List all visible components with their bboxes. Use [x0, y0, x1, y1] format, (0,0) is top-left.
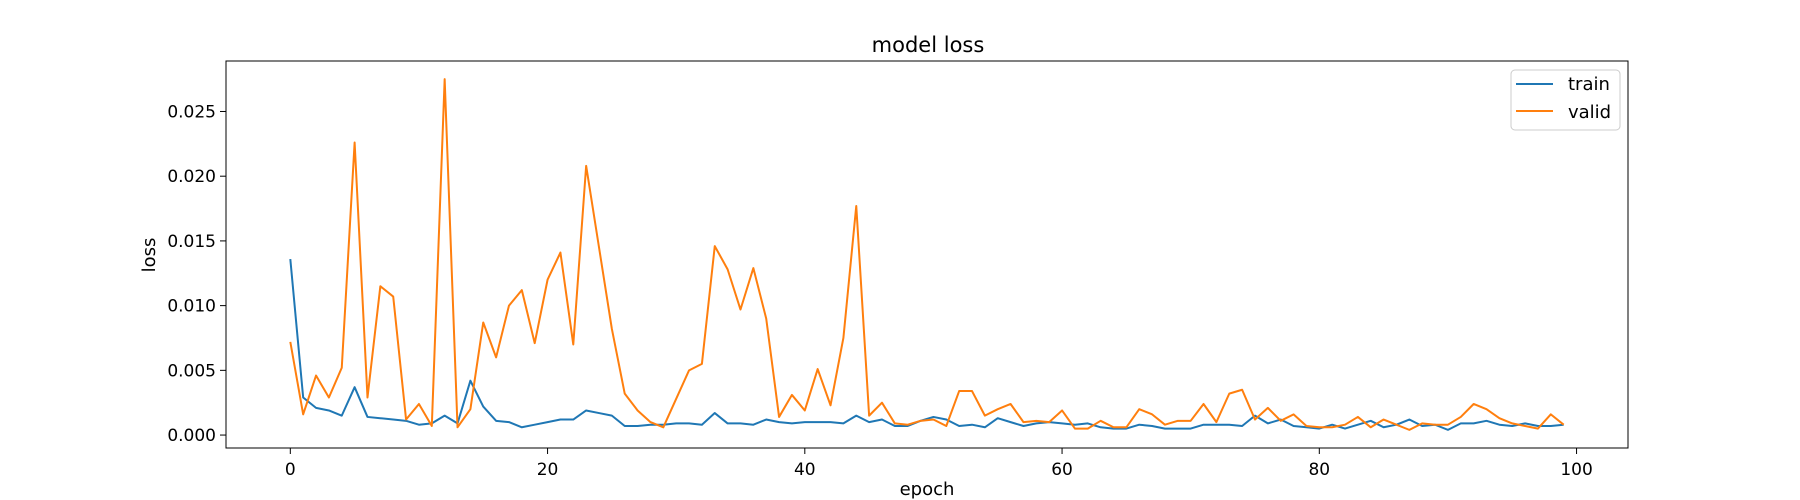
- y-tick-label-0.020: 0.020: [167, 167, 216, 187]
- y-tick-label-0.005: 0.005: [167, 361, 216, 381]
- chart-title: model loss: [872, 33, 985, 57]
- plot-area: [225, 60, 1629, 449]
- legend: train valid: [1510, 69, 1621, 131]
- legend-label-train: train: [1568, 74, 1610, 95]
- legend-label-valid: valid: [1568, 102, 1611, 123]
- y-tick-label-0.010: 0.010: [167, 297, 216, 317]
- x-tick-label-100: 100: [1560, 460, 1592, 480]
- plot-frame: [225, 60, 1629, 449]
- x-tick-label-60: 60: [1051, 460, 1073, 480]
- y-axis-label: loss: [139, 238, 160, 273]
- x-tick-label-80: 80: [1308, 460, 1330, 480]
- y-tick-label-0.025: 0.025: [167, 102, 216, 122]
- x-axis: 0 20 40 60 80 100: [285, 448, 1593, 480]
- y-tick-label-0.015: 0.015: [167, 232, 216, 252]
- x-axis-label: epoch: [900, 479, 955, 500]
- series-line-valid: [289, 78, 1565, 431]
- x-tick-label-20: 20: [537, 460, 559, 480]
- series-line-train: [289, 258, 1564, 431]
- y-axis: 0.000 0.005 0.010 0.015 0.020 0.025: [167, 102, 226, 446]
- series-lines: [289, 78, 1565, 431]
- x-tick-label-0: 0: [285, 460, 296, 480]
- x-tick-label-40: 40: [794, 460, 816, 480]
- y-tick-label-0.000: 0.000: [167, 426, 216, 446]
